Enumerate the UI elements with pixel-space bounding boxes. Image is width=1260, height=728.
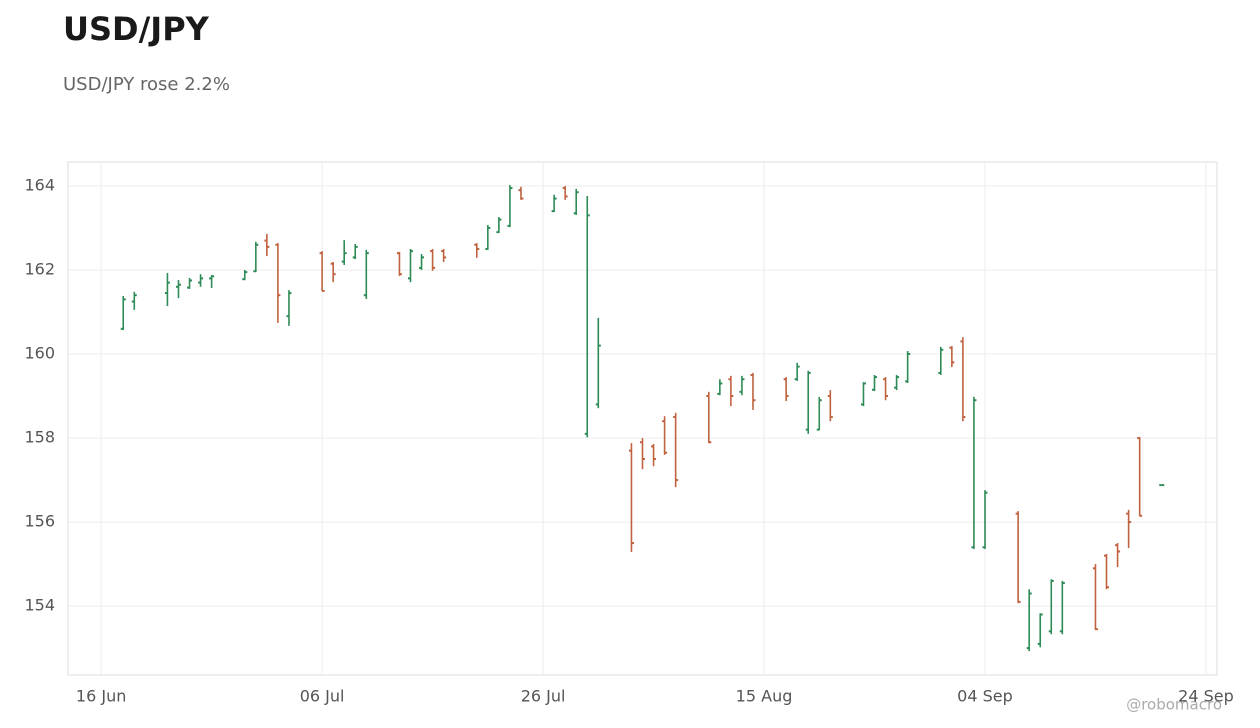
watermark: @robomacro	[1126, 696, 1222, 714]
x-tick-label: 04 Sep	[957, 687, 1013, 706]
x-tick-label: 24 Sep	[1178, 687, 1234, 706]
plot-frame	[67, 161, 1218, 676]
x-tick-label: 06 Jul	[300, 687, 345, 706]
y-tick-label: 156	[24, 512, 55, 531]
x-tick-label: 26 Jul	[521, 687, 566, 706]
chart-subtitle: USD/JPY rose 2.2%	[63, 74, 230, 95]
y-tick-label: 154	[24, 596, 55, 615]
y-tick-label: 164	[24, 175, 55, 194]
x-tick-label: 15 Aug	[736, 687, 793, 706]
y-tick-label: 158	[24, 428, 55, 447]
x-tick-label: 16 Jun	[76, 687, 126, 706]
y-tick-label: 162	[24, 259, 55, 278]
chart-title: USD/JPY	[63, 10, 210, 48]
y-tick-label: 160	[24, 344, 55, 363]
